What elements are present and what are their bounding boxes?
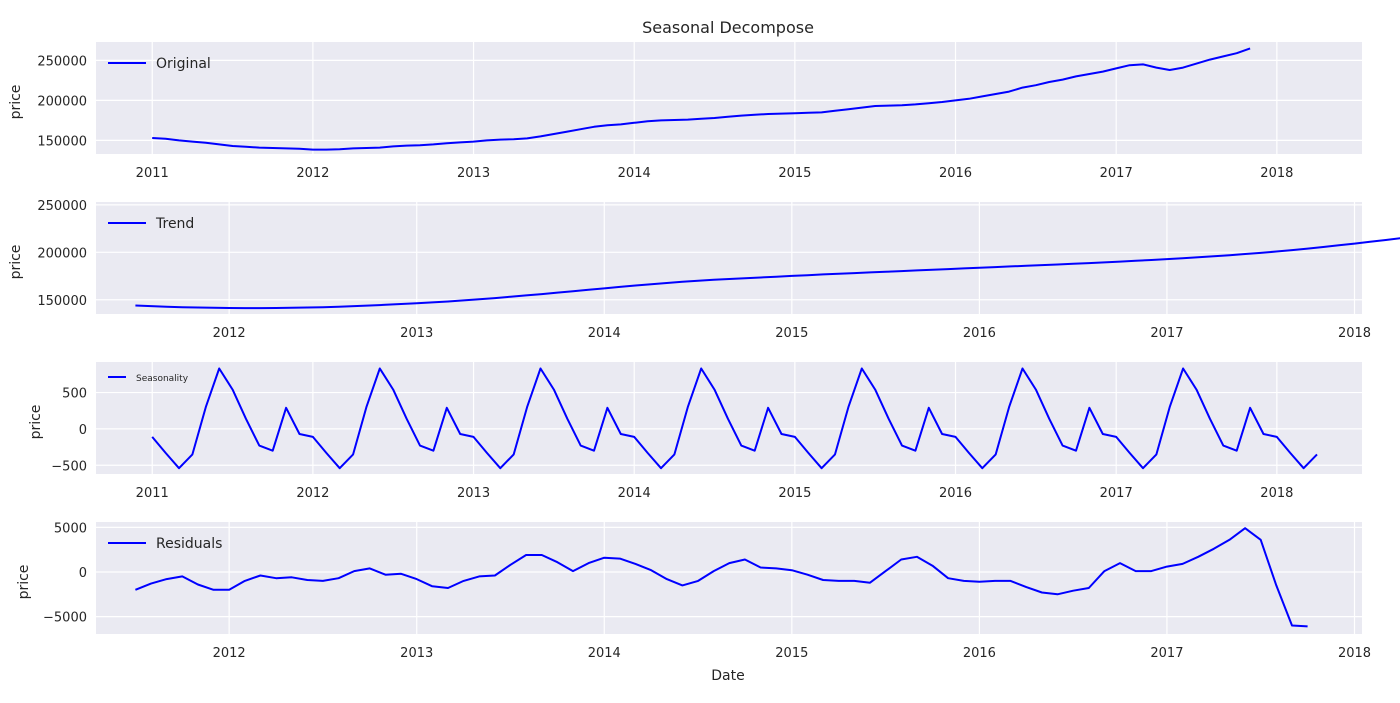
- seasonality-y-tick-label: 0: [79, 423, 87, 438]
- original-y-tick-label: 200000: [37, 94, 87, 109]
- trend-x-tick-label: 2018: [1338, 326, 1371, 341]
- subplots: 2011 2012 2013 2014 2015 2016 2017 201815000020…: [8, 42, 1400, 661]
- figure-title: Seasonal Decompose: [642, 18, 814, 37]
- residuals-series-line: [135, 527, 1308, 628]
- seasonality-x-tick-label: 2011: [136, 486, 169, 501]
- original-x-tick-label: 2015: [778, 166, 811, 181]
- residuals-legend-label: Residuals: [156, 536, 222, 552]
- residuals-y-tick-label: 0: [79, 566, 87, 581]
- trend-x-tick-label: 2016: [963, 326, 996, 341]
- residuals-x-tick-label: 2018: [1338, 646, 1371, 661]
- original-x-tick-label: 2011: [136, 166, 169, 181]
- residuals-legend: Residuals: [108, 536, 222, 552]
- residuals-plot-area: [96, 522, 1362, 634]
- seasonality-legend-label: Seasonality: [136, 374, 189, 384]
- original-series-line: [152, 47, 1251, 151]
- seasonality-subplot: 2011 2012 2013 2014 2015 2016 2017 2018 −500 0 500…: [28, 362, 1362, 501]
- original-y-axis-label: price: [8, 85, 24, 120]
- residuals-y-tick-label: −5000: [43, 611, 87, 626]
- trend-x-tick-label: 2012: [213, 326, 246, 341]
- seasonality-x-tick-label: 2014: [618, 486, 651, 501]
- trend-x-tick-label: 2014: [588, 326, 621, 341]
- trend-y-tick-label: 150000: [37, 294, 87, 309]
- residuals-x-tick-label: 2015: [775, 646, 808, 661]
- trend-subplot: 2012 2013 2014 2015 2016 2017 2018 150000 200000…: [8, 199, 1400, 341]
- seasonality-legend: Seasonality: [108, 374, 189, 384]
- original-x-tick-label: 2017: [1100, 166, 1133, 181]
- original-legend-label: Original: [156, 56, 211, 72]
- original-x-tick-label: 2014: [618, 166, 651, 181]
- seasonality-x-tick-label: 2015: [778, 486, 811, 501]
- trend-x-tick-label: 2013: [400, 326, 433, 341]
- seasonality-y-tick-label: −500: [51, 459, 87, 474]
- seasonality-x-tick-label: 2013: [457, 486, 490, 501]
- trend-y-axis-label: price: [8, 245, 24, 280]
- seasonality-plot-area: [96, 362, 1362, 474]
- residuals-x-tick-label: 2016: [963, 646, 996, 661]
- original-x-tick-label: 2012: [296, 166, 329, 181]
- seasonality-x-tick-label: 2018: [1260, 486, 1293, 501]
- original-x-tick-label: 2013: [457, 166, 490, 181]
- seasonality-y-axis-label: price: [28, 405, 44, 440]
- x-axis-label: Date: [711, 668, 744, 684]
- trend-x-tick-label: 2017: [1150, 326, 1183, 341]
- residuals-y-axis-label: price: [16, 565, 32, 600]
- original-x-tick-label: 2016: [939, 166, 972, 181]
- original-x-tick-label: 2018: [1260, 166, 1293, 181]
- seasonality-y-tick-label: 500: [62, 387, 87, 402]
- trend-x-tick-label: 2015: [775, 326, 808, 341]
- trend-plot-area: [96, 202, 1362, 314]
- original-plot-area: [96, 42, 1362, 154]
- seasonality-series-line: [151, 367, 1318, 470]
- residuals-subplot: 2012 2013 2014 2015 2016 2017 2018 −5000 0 5000 pr…: [16, 521, 1371, 661]
- trend-legend-label: Trend: [155, 216, 194, 232]
- trend-legend: Trend: [108, 216, 194, 232]
- seasonality-x-tick-label: 2017: [1100, 486, 1133, 501]
- original-subplot: 2011 2012 2013 2014 2015 2016 2017 2018 150000 20…: [8, 42, 1362, 181]
- original-y-tick-label: 250000: [37, 54, 87, 69]
- trend-y-tick-label: 200000: [37, 246, 87, 261]
- residuals-x-tick-label: 2012: [213, 646, 246, 661]
- residuals-y-tick-label: 5000: [54, 521, 87, 536]
- seasonality-x-tick-label: 2016: [939, 486, 972, 501]
- original-legend: Original: [108, 56, 211, 72]
- trend-series-line: [135, 237, 1400, 310]
- residuals-x-tick-label: 2014: [588, 646, 621, 661]
- original-y-tick-label: 150000: [37, 134, 87, 149]
- residuals-x-tick-label: 2013: [400, 646, 433, 661]
- residuals-x-tick-label: 2017: [1150, 646, 1183, 661]
- seasonality-x-tick-label: 2012: [296, 486, 329, 501]
- trend-y-tick-label: 250000: [37, 199, 87, 214]
